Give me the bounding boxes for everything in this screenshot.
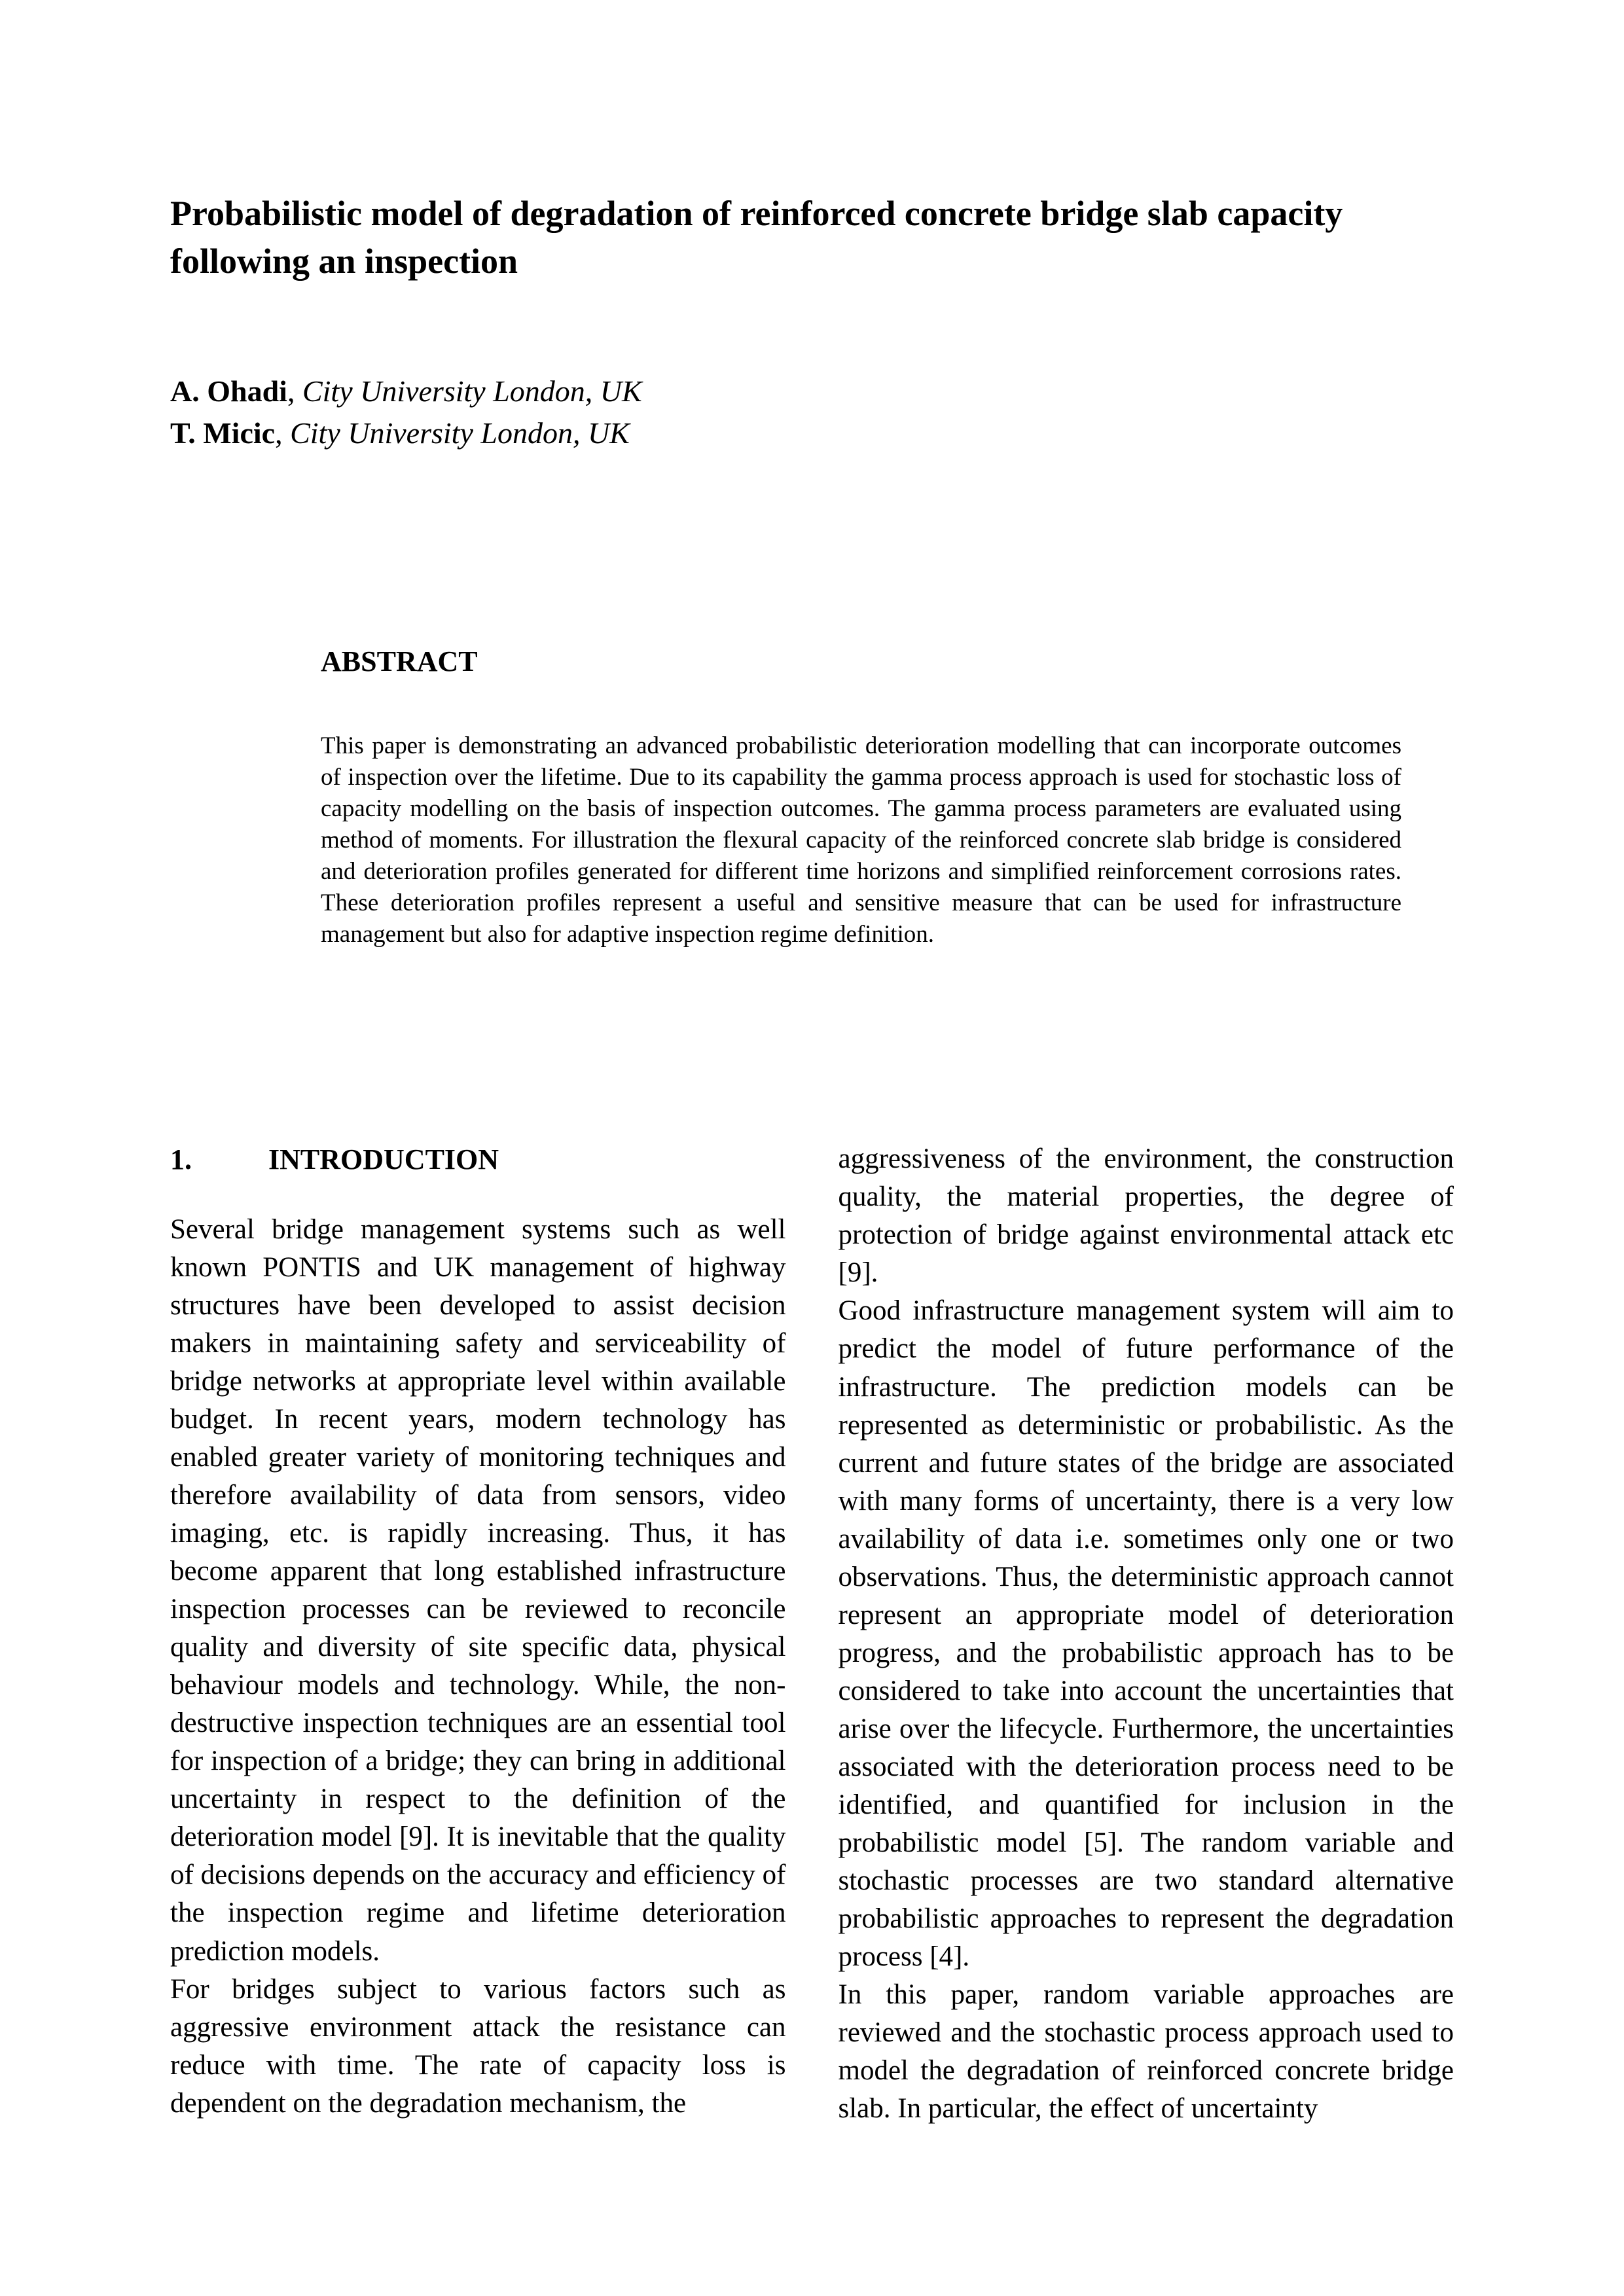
left-column: 1.INTRODUCTION Several bridge management… xyxy=(170,1140,786,2128)
author-name: A. Ohadi xyxy=(170,374,287,408)
body-paragraph: For bridges subject to various factors s… xyxy=(170,1971,786,2123)
body-paragraph: aggressiveness of the environment, the c… xyxy=(839,1140,1454,1292)
right-column: aggressiveness of the environment, the c… xyxy=(839,1140,1454,2128)
main-content: 1.INTRODUCTION Several bridge management… xyxy=(170,1140,1454,2128)
author-line: A. Ohadi, City University London, UK xyxy=(170,370,1454,412)
separator: , xyxy=(287,374,302,408)
author-affiliation: City University London, UK xyxy=(290,416,630,450)
body-paragraph: Good infrastructure management system wi… xyxy=(839,1292,1454,1976)
section-heading: 1.INTRODUCTION xyxy=(170,1140,786,1179)
author-name: T. Micic xyxy=(170,416,275,450)
authors-block: A. Ohadi, City University London, UK T. … xyxy=(170,370,1454,455)
body-paragraph: Several bridge management systems such a… xyxy=(170,1211,786,1971)
separator: , xyxy=(275,416,290,450)
abstract-text: This paper is demonstrating an advanced … xyxy=(321,730,1401,951)
abstract-heading: ABSTRACT xyxy=(321,645,1401,678)
author-line: T. Micic, City University London, UK xyxy=(170,412,1454,454)
section-number: 1. xyxy=(170,1140,268,1179)
abstract-section: ABSTRACT This paper is demonstrating an … xyxy=(170,645,1454,951)
section-title: INTRODUCTION xyxy=(268,1143,499,1175)
paper-title: Probabilistic model of degradation of re… xyxy=(170,190,1454,285)
author-affiliation: City University London, UK xyxy=(302,374,642,408)
body-paragraph: In this paper, random variable approache… xyxy=(839,1976,1454,2128)
